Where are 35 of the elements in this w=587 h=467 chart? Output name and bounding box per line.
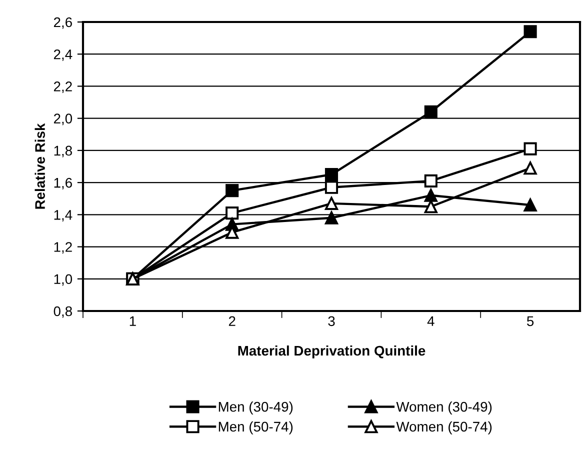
legend-label: Men (50-74) [218,421,293,434]
point [424,174,438,188]
y-tick-label: 2,4 [54,49,72,61]
point [524,142,537,156]
point [324,211,338,224]
x-tick-label: 2 [228,316,236,326]
y-tick-label: 2,0 [54,114,72,126]
x-axis-title: Material Deprivation Quintile [238,345,426,358]
legend-label: Women (30-49) [396,402,492,414]
point [524,162,537,175]
y-tick-label: 1,6 [54,178,72,190]
x-tick-label: 4 [427,316,434,326]
y-tick-label: 1,8 [54,146,72,158]
point [324,168,338,182]
x-tick-label: 5 [526,316,534,326]
point [524,25,537,38]
x-tick-label: 1 [130,316,136,326]
y-tick-label: 1,0 [54,274,72,286]
point [424,105,438,118]
point [226,184,239,198]
point [226,206,239,220]
y-tick-label: 1,2 [54,242,72,254]
point [324,196,338,210]
y-tick-label: 2,6 [54,17,72,29]
y-tick-label: 1,4 [54,210,72,222]
point [524,198,537,212]
legend-label: Women (50-74) [396,421,492,434]
point [324,180,338,194]
y-tick-label: 2,2 [54,82,72,94]
point [424,188,438,202]
x-tick-label: 3 [328,316,335,326]
y-tick-label: 0,8 [54,306,72,318]
legend-label: Men (30-49) [218,402,293,414]
point [424,200,438,214]
y-axis-title: Relative Risk [34,123,45,209]
